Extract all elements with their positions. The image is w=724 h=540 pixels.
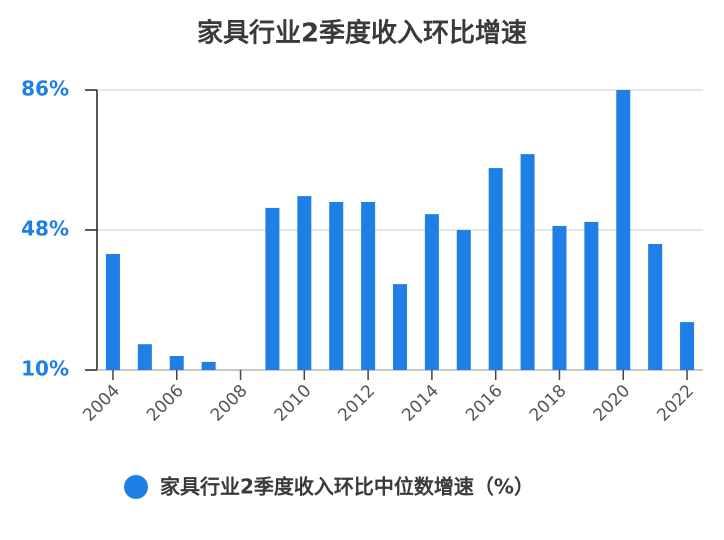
bar [201,361,216,370]
x-tick-label: 2010 [271,381,316,426]
bar [169,356,184,370]
x-tick-label: 2020 [590,381,635,426]
bar [680,322,695,370]
bar [488,168,503,370]
x-tick-label: 2008 [207,381,252,426]
y-tick-label: 86% [21,77,69,101]
legend-label: 家具行业2季度收入环比中位数增速（%） [160,475,534,499]
bar [520,154,535,370]
bar [584,221,599,370]
x-tick-label: 2018 [526,381,571,426]
chart-title: 家具行业2季度收入环比增速 [197,18,527,49]
legend-marker [124,475,148,499]
bar [265,207,280,370]
bar [361,202,376,370]
bar [616,90,631,370]
y-tick-label: 10% [21,357,69,381]
bar [552,225,567,370]
bar [137,344,152,370]
y-tick-label: 48% [21,217,69,241]
x-tick-label: 2012 [334,381,379,426]
bar [393,284,407,370]
bar [424,214,439,370]
bar [297,196,312,370]
bar [648,244,663,370]
bar [329,202,344,370]
x-tick-label: 2016 [462,381,507,426]
x-tick-label: 2004 [79,381,124,426]
x-tick-label: 2014 [398,381,443,426]
x-tick-label: 2022 [653,381,698,426]
x-tick-label: 2006 [143,381,188,426]
bar [456,230,471,370]
bar [105,253,120,370]
